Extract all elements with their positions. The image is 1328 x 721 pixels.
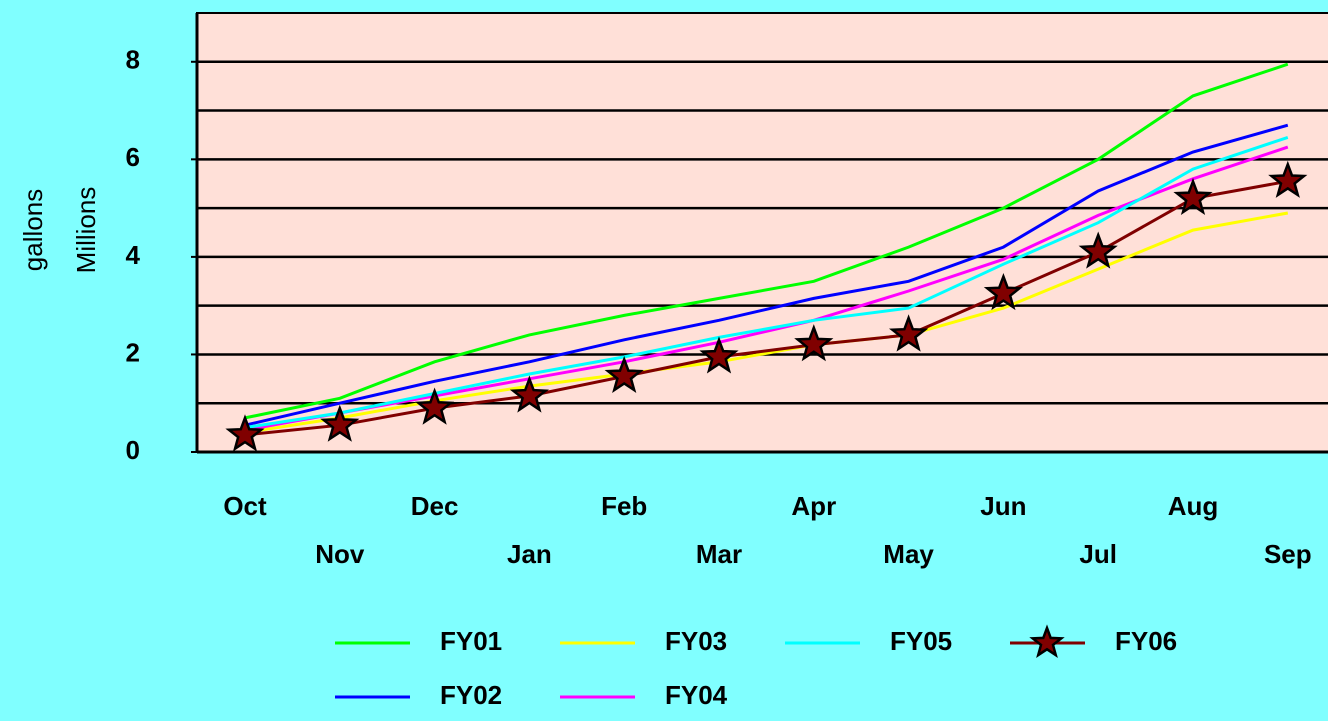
legend-label: FY04 bbox=[665, 680, 728, 710]
y-tick-label: 2 bbox=[126, 337, 140, 367]
marker bbox=[983, 272, 1023, 311]
marker bbox=[1268, 160, 1308, 198]
legend-label: FY03 bbox=[665, 626, 727, 656]
x-tick-label: Dec bbox=[411, 491, 459, 521]
marker bbox=[415, 387, 455, 425]
x-tick-label: Jan bbox=[507, 539, 552, 569]
marker bbox=[320, 404, 360, 442]
x-tick-label: Feb bbox=[601, 491, 647, 521]
y-tick-label: 4 bbox=[126, 240, 141, 270]
series-line bbox=[244, 62, 1289, 420]
x-tick-label: Jul bbox=[1079, 539, 1117, 569]
x-tick-label: Oct bbox=[223, 491, 267, 521]
series-line bbox=[244, 123, 1289, 427]
x-tick-label: Sep bbox=[1264, 539, 1312, 569]
marker bbox=[225, 414, 265, 452]
y-tick-label: 0 bbox=[126, 435, 140, 465]
plot-area bbox=[196, 12, 1328, 453]
x-tick-label: Jun bbox=[980, 491, 1026, 521]
marker bbox=[1173, 177, 1213, 215]
x-tick-label: Aug bbox=[1168, 491, 1219, 521]
series-line bbox=[244, 179, 1289, 437]
x-tick-label: Mar bbox=[696, 539, 742, 569]
marker bbox=[699, 336, 739, 374]
x-tick-label: Apr bbox=[791, 491, 836, 521]
legend-label: FY02 bbox=[440, 680, 502, 710]
legend-label: FY05 bbox=[890, 626, 952, 656]
legend-marker bbox=[1029, 624, 1065, 658]
x-tick-label: May bbox=[883, 539, 934, 569]
marker bbox=[1078, 231, 1118, 269]
y-tick-label: 6 bbox=[126, 142, 140, 172]
marker bbox=[604, 355, 644, 393]
y-tick-label: 8 bbox=[126, 45, 140, 75]
series-line bbox=[244, 145, 1289, 432]
marker bbox=[509, 375, 549, 413]
series-line bbox=[244, 135, 1289, 430]
y-axis-label: Millions bbox=[71, 187, 101, 274]
legend-label: FY01 bbox=[440, 626, 502, 656]
marker bbox=[888, 314, 929, 352]
legend-label: FY06 bbox=[1115, 626, 1177, 656]
y-axis-label: gallons bbox=[18, 189, 48, 271]
x-tick-label: Nov bbox=[315, 539, 365, 569]
marker bbox=[794, 324, 834, 362]
